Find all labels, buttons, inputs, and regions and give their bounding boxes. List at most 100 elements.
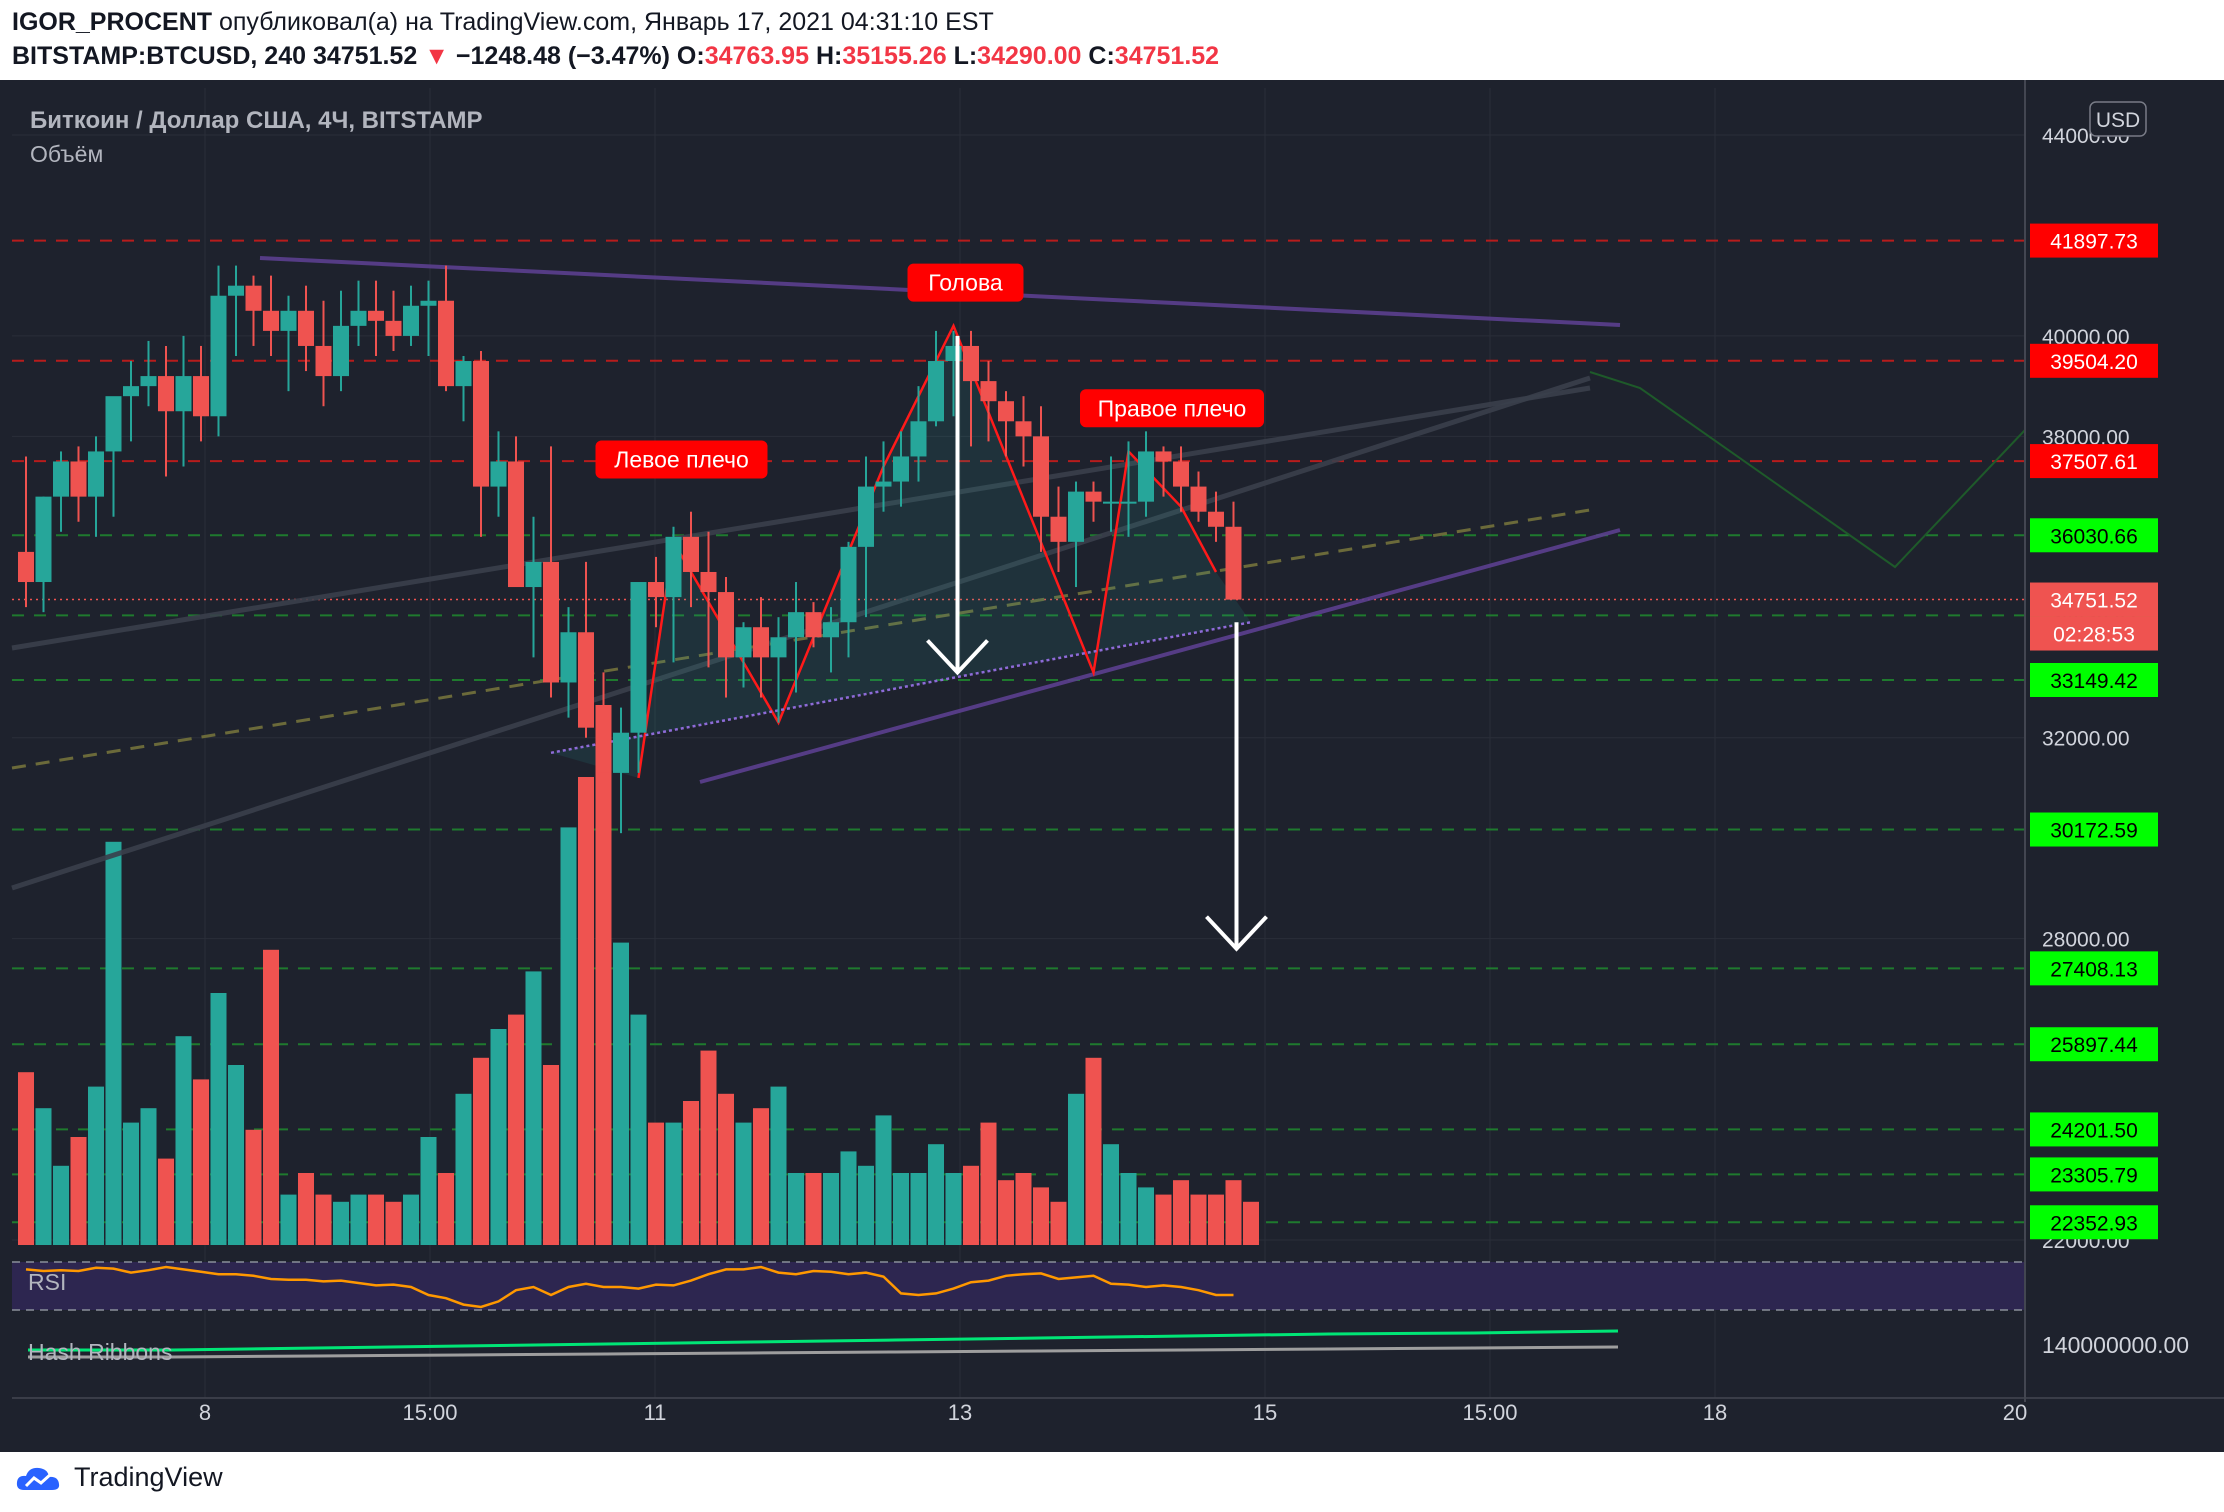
x-tick-0: 8 [199, 1400, 211, 1425]
neckline [550, 620, 1252, 755]
green-level-label-8: 22352.93 [2050, 1212, 2138, 1235]
volume-bar-5 [105, 841, 122, 1245]
volume-bar-40 [718, 1093, 734, 1245]
candle-body-67 [1190, 486, 1207, 512]
candle-body-19 [350, 310, 367, 326]
author-name[interactable]: IGOR_PROCENT [12, 8, 213, 36]
volume-bar-67 [1190, 1194, 1207, 1245]
green-level-label-6: 24201.50 [2050, 1119, 2138, 1142]
volume-bar-52 [928, 1144, 944, 1245]
y-tick-1: 40000.00 [2042, 326, 2130, 349]
candle-body-25 [455, 361, 472, 387]
green-level-tag-3 [2030, 812, 2158, 847]
volume-bar-45 [805, 1173, 822, 1245]
volume-bar-14 [263, 949, 279, 1245]
candle-body-32 [578, 632, 594, 728]
channel-line-3 [11, 385, 1591, 651]
volume-legend: Объём [30, 141, 103, 167]
pattern-label-0: Левое плечо [614, 447, 749, 473]
open-label: O: [676, 42, 705, 70]
head-target-arrow-head [926, 639, 989, 676]
candle-body-4 [88, 451, 104, 497]
volume-bar-23 [420, 1137, 437, 1245]
volume-bar-31 [560, 827, 577, 1245]
candle-body-51 [910, 421, 927, 457]
volume-bar-50 [893, 1173, 909, 1245]
volume-bar-26 [473, 1057, 489, 1245]
candle-body-40 [718, 592, 734, 658]
price-axis: 44000.0040000.0038000.0032000.0028000.00… [2024, 80, 2224, 1402]
tradingview-logo[interactable]: TradingView [14, 1462, 223, 1493]
hash-axis-label: 140000000.00 [2042, 1332, 2189, 1358]
candle-body-46 [823, 622, 839, 638]
candle-body-44 [788, 612, 804, 638]
candle-body-49 [875, 481, 892, 487]
green-level-label-0: 36030.66 [2050, 525, 2138, 548]
candle-body-54 [963, 345, 979, 382]
candle-body-55 [980, 381, 997, 402]
candle-body-48 [858, 486, 874, 547]
volume-bar-70 [1243, 1201, 1259, 1245]
volume-bar-1 [35, 1108, 52, 1245]
x-tick-4: 15 [1253, 1400, 1277, 1425]
volume-bar-51 [910, 1173, 927, 1245]
candle-body-57 [1015, 421, 1032, 437]
candle-body-0 [18, 551, 34, 583]
chart-title: Биткоин / Доллар США, 4Ч, BITSTAMP [30, 107, 483, 134]
pattern-label-bg-0 [595, 440, 768, 479]
candle-body-16 [298, 310, 314, 346]
symbol-label[interactable]: BITSTAMP:BTCUSD, 240 [12, 42, 307, 70]
candle-body-65 [1155, 451, 1172, 462]
volume-bar-7 [140, 1108, 157, 1245]
candle-body-41 [735, 627, 752, 658]
volume-bars [18, 705, 1259, 1245]
candle-body-27 [490, 461, 507, 487]
rsi-band [12, 1262, 2025, 1310]
open-value: 34763.95 [704, 42, 809, 70]
low-value: 34290.00 [977, 42, 1082, 70]
candle-body-8 [158, 376, 174, 412]
volume-bar-59 [1050, 1201, 1067, 1245]
candle-body-6 [123, 386, 139, 397]
candle-body-1 [35, 496, 52, 583]
x-tick-6: 18 [1703, 1400, 1727, 1425]
countdown-label: 02:28:53 [2053, 624, 2135, 647]
volume-bar-13 [245, 1129, 262, 1245]
green-level-tag-5 [2030, 1027, 2158, 1062]
green-level-tag-7 [2030, 1157, 2158, 1192]
candle-body-11 [210, 295, 227, 417]
price-tag [2030, 582, 2158, 617]
rsi-pane [12, 1261, 2025, 1311]
volume-bar-69 [1225, 1180, 1242, 1245]
rsi-legend: RSI [28, 1269, 66, 1295]
green-level-label-2: 33149.42 [2050, 670, 2138, 693]
volume-bar-41 [735, 1122, 752, 1245]
hash-ribbons-pane [28, 1329, 1619, 1359]
candle-body-45 [805, 612, 822, 638]
candle-body-22 [403, 305, 419, 336]
volume-bar-35 [630, 1014, 647, 1245]
volume-bar-57 [1015, 1173, 1032, 1245]
green-level-tag-4 [2030, 951, 2158, 986]
volume-bar-47 [840, 1151, 857, 1245]
candle-body-60 [1068, 491, 1084, 542]
green-level-tag-0 [2030, 518, 2158, 553]
volume-bar-3 [70, 1137, 87, 1245]
pattern-label-bg-1 [907, 263, 1024, 302]
volume-bar-25 [455, 1093, 472, 1245]
currency-box [2089, 101, 2147, 137]
volume-bar-29 [525, 971, 542, 1245]
volume-bar-63 [1120, 1173, 1137, 1245]
candle-body-14 [263, 310, 279, 331]
currency-label: USD [2096, 109, 2140, 132]
candle-body-3 [70, 461, 87, 497]
candle-body-17 [315, 345, 332, 377]
x-tick-5: 15:00 [1462, 1400, 1517, 1425]
candle-body-66 [1173, 461, 1189, 487]
candle-body-24 [438, 300, 454, 387]
high-label: H: [815, 42, 843, 70]
candle-body-43 [770, 637, 787, 658]
red-level-tag-2 [2030, 444, 2158, 479]
candles [18, 265, 1242, 834]
